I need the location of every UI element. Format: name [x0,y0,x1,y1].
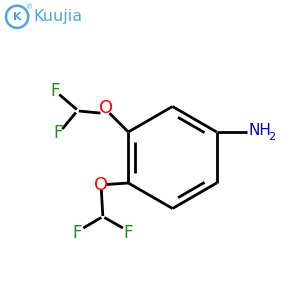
Text: F: F [124,224,133,242]
Text: F: F [73,224,82,242]
Text: K: K [13,12,21,22]
Text: Kuujia: Kuujia [34,9,83,24]
Text: ®: ® [26,5,33,11]
Text: F: F [53,124,63,142]
Text: O: O [99,99,113,117]
Text: 2: 2 [268,132,276,142]
Text: NH: NH [248,123,271,138]
Text: F: F [50,82,60,100]
Text: O: O [94,176,108,194]
